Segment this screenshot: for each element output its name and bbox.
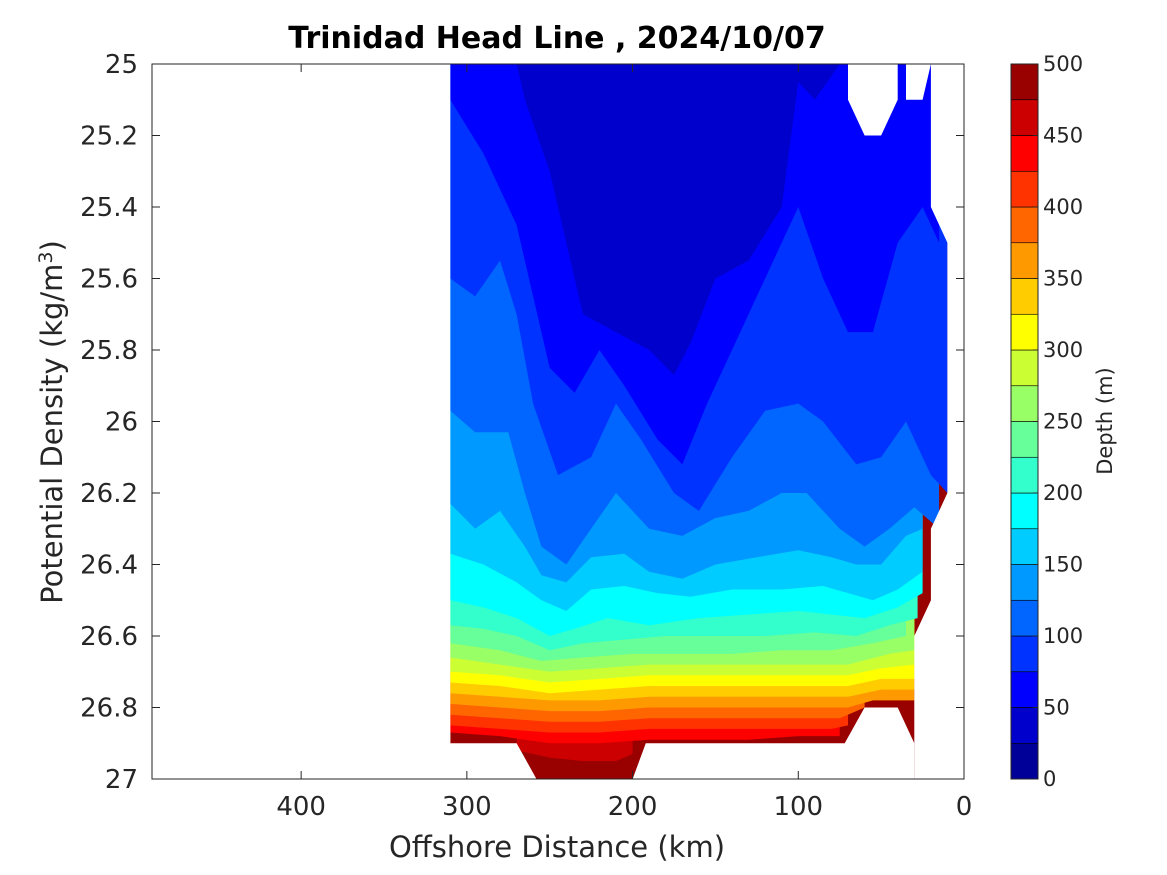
colorbar-band [1010, 170, 1039, 208]
x-tick-label: 0 [956, 792, 973, 822]
colorbar-band [1010, 421, 1039, 458]
no-data-region [632, 707, 915, 779]
y-axis-label-superscript: 3 [35, 251, 57, 263]
colorbar-band [1010, 206, 1039, 244]
no-data-region [906, 64, 931, 100]
colorbar-band [1010, 135, 1039, 172]
colorbar-band [1010, 599, 1039, 637]
no-data-region [914, 493, 964, 779]
y-tick-label: 25.2 [80, 122, 138, 152]
colorbar-band [1010, 492, 1039, 530]
colorbar-tick-label: 150 [1043, 553, 1083, 577]
colorbar: 0 50 100 150 200 250 300 350 400 450 500 Depth (m) [1010, 52, 1117, 791]
plot-area: 25 25.2 25.4 25.6 25.8 26 26.2 26.4 26.6 26.8 27 4… [80, 50, 972, 822]
colorbar-tick-label: 250 [1043, 410, 1083, 434]
colorbar-band [1010, 313, 1039, 351]
y-tick-label: 25.4 [80, 193, 138, 223]
x-axis-label: Offshore Distance (km) [389, 830, 725, 864]
no-data-region [848, 64, 898, 136]
colorbar-band [1010, 349, 1039, 387]
colorbar-band [1010, 99, 1039, 136]
colorbar-tick-label: 300 [1043, 338, 1083, 362]
colorbar-tick-label: 100 [1043, 624, 1083, 648]
colorbar-band [1010, 707, 1039, 744]
x-tick-label: 300 [442, 792, 492, 822]
x-tick-label: 200 [608, 792, 658, 822]
y-axis-label: Potential Density (kg/m3) [35, 240, 69, 604]
colorbar-tick-label: 400 [1043, 195, 1083, 219]
y-tick-label: 26.6 [80, 622, 138, 652]
colorbar-tick-label: 500 [1043, 52, 1083, 76]
colorbar-band [1010, 671, 1039, 708]
colorbar-band [1010, 528, 1039, 565]
x-tick-label: 400 [276, 792, 326, 822]
y-axis-label-main: Potential Density (kg/m [35, 264, 69, 604]
y-tick-label: 27 [105, 765, 138, 795]
colorbar-tick-label: 200 [1043, 481, 1083, 505]
chart-title: Trinidad Head Line , 2024/10/07 [288, 21, 825, 56]
y-tick-label: 25 [105, 50, 138, 80]
colorbar-label: Depth (m) [1093, 367, 1117, 474]
y-tick-label: 25.8 [80, 336, 138, 366]
colorbar-band [1010, 456, 1039, 494]
colorbar-band [1010, 742, 1039, 780]
contour-band-50 [450, 64, 848, 375]
colorbar-band [1010, 242, 1039, 279]
no-data-region [930, 64, 964, 493]
colorbar-band [1010, 385, 1039, 422]
y-tick-label: 26.4 [80, 551, 138, 581]
colorbar-tick-label: 50 [1043, 696, 1070, 720]
colorbar-tick-label: 350 [1043, 267, 1083, 291]
y-axis-label-tail: ) [35, 240, 69, 251]
y-tick-label: 26 [105, 408, 138, 438]
colorbar-tick-label: 450 [1043, 124, 1083, 148]
colorbar-tick-label: 0 [1043, 767, 1056, 791]
colorbar-band [1010, 635, 1039, 673]
colorbar-band [1010, 564, 1039, 601]
no-data-region [152, 64, 537, 779]
y-tick-label: 26.8 [80, 694, 138, 724]
colorbar-band [1010, 63, 1039, 101]
y-tick-label: 26.2 [80, 479, 138, 509]
colorbar-band [1010, 278, 1039, 315]
x-tick-label: 100 [773, 792, 823, 822]
y-tick-label: 25.6 [80, 265, 138, 295]
